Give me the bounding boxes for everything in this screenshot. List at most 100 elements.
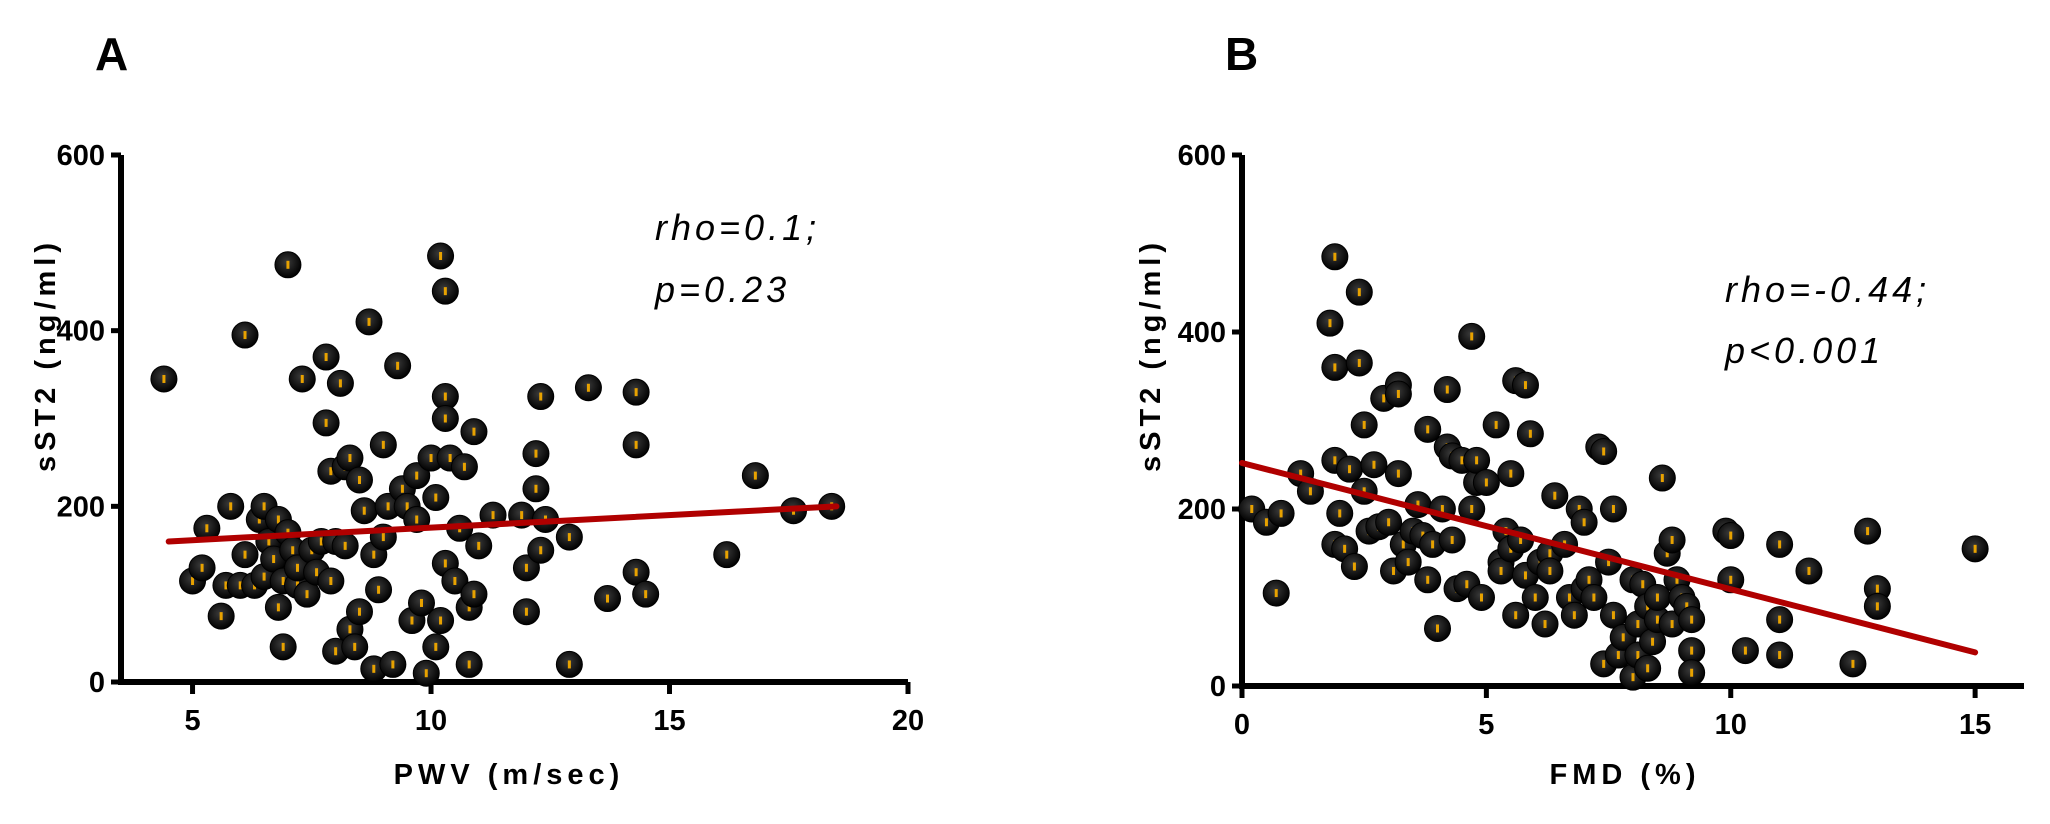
data-point-highlight-a xyxy=(725,550,729,559)
data-point-highlight-b xyxy=(1611,611,1615,620)
data-point-highlight-b xyxy=(1401,540,1405,549)
data-point-highlight-b xyxy=(1670,535,1674,544)
data-point-highlight-a xyxy=(219,612,223,621)
data-point-highlight-b xyxy=(1807,566,1811,575)
data-point-highlight-b xyxy=(1372,460,1376,469)
data-point-highlight-b xyxy=(1279,509,1283,518)
data-point-highlight-a xyxy=(191,576,195,585)
data-point-highlight-a xyxy=(238,581,242,590)
data-point-highlight-a xyxy=(634,388,638,397)
data-point-highlight-b xyxy=(1416,500,1420,509)
data-point-highlight-a xyxy=(410,616,414,625)
data-point-highlight-b xyxy=(1548,549,1552,558)
data-point-highlight-a xyxy=(224,581,228,590)
data-point-highlight-a xyxy=(400,484,404,493)
x-tick-label-a: 20 xyxy=(892,705,924,737)
data-point-highlight-a xyxy=(300,374,304,383)
data-point-highlight-a xyxy=(634,568,638,577)
data-point-highlight-b xyxy=(1631,673,1635,682)
data-point-highlight-a xyxy=(467,660,471,669)
data-point-highlight-a xyxy=(205,524,209,533)
data-point-highlight-b xyxy=(1338,509,1342,518)
data-point-highlight-b xyxy=(1426,575,1430,584)
data-point-highlight-b xyxy=(1685,602,1689,611)
data-point-highlight-a xyxy=(329,467,333,476)
data-point-highlight-a xyxy=(472,590,476,599)
data-point-highlight-b xyxy=(1646,664,1650,673)
data-point-highlight-b xyxy=(1445,385,1449,394)
data-point-highlight-a xyxy=(281,642,285,651)
data-point-highlight-b xyxy=(1494,420,1498,429)
data-point-highlight-a xyxy=(434,642,438,651)
data-point-highlight-b xyxy=(1690,615,1694,624)
data-point-highlight-a xyxy=(372,664,376,673)
data-point-highlight-a xyxy=(396,361,400,370)
data-point-highlight-a xyxy=(276,515,280,524)
data-point-highlight-a xyxy=(319,537,323,546)
data-point-highlight-b xyxy=(1396,389,1400,398)
x-tick-label-a: 5 xyxy=(184,705,200,737)
data-point-highlight-a xyxy=(372,550,376,559)
data-point-highlight-a xyxy=(534,449,538,458)
data-point-highlight-a xyxy=(257,515,261,524)
data-point-highlight-b xyxy=(1523,381,1527,390)
data-point-highlight-a xyxy=(753,471,757,480)
x-tick-label-b: 5 xyxy=(1478,709,1494,741)
data-point-highlight-a xyxy=(443,287,447,296)
data-point-highlight-a xyxy=(348,625,352,634)
data-point-highlight-b xyxy=(1475,456,1479,465)
regression-line-b xyxy=(1239,459,1979,656)
x-axis-title-b: FMD (%) xyxy=(1550,759,1701,791)
data-point-highlight-b xyxy=(1587,575,1591,584)
y-tick-label-a: 600 xyxy=(57,140,105,172)
panel-letter-a: A xyxy=(95,28,128,80)
data-point-highlight-b xyxy=(1450,535,1454,544)
data-point-highlight-b xyxy=(1553,491,1557,500)
data-point-highlight-b xyxy=(1655,615,1659,624)
data-point-highlight-b xyxy=(1343,544,1347,553)
y-tick-label-b: 400 xyxy=(1178,317,1226,349)
data-point-highlight-a xyxy=(539,392,543,401)
data-point-highlight-a xyxy=(243,550,247,559)
data-point-highlight-b xyxy=(1514,611,1518,620)
data-point-highlight-b xyxy=(1519,535,1523,544)
data-point-highlight-a xyxy=(272,555,276,564)
data-point-highlight-a xyxy=(362,506,366,515)
data-point-highlight-a xyxy=(353,642,357,651)
data-point-highlight-a xyxy=(434,493,438,502)
data-point-highlight-b xyxy=(1357,288,1361,297)
data-point-highlight-a xyxy=(453,576,457,585)
data-point-highlight-a xyxy=(439,616,443,625)
data-point-highlight-b xyxy=(1431,540,1435,549)
data-point-highlight-b xyxy=(1651,637,1655,646)
annotation-rho-a: rho=0.1; xyxy=(655,207,820,248)
data-point-highlight-a xyxy=(377,585,381,594)
y-tick-label-a: 200 xyxy=(57,491,105,523)
data-point-highlight-b xyxy=(1690,646,1694,655)
x-tick-label-b: 0 xyxy=(1234,709,1250,741)
data-point-highlight-a xyxy=(324,418,328,427)
annotation-rho-b: rho=-0.44; xyxy=(1725,269,1930,310)
data-point-highlight-b xyxy=(1308,487,1312,496)
annotation-p-b: p<0.001 xyxy=(1724,330,1884,371)
data-point-highlight-b xyxy=(1729,575,1733,584)
data-point-highlight-a xyxy=(348,454,352,463)
data-point-highlight-a xyxy=(334,647,338,656)
data-point-highlight-b xyxy=(1362,420,1366,429)
data-point-highlight-a xyxy=(357,607,361,616)
data-point-highlight-b xyxy=(1299,469,1303,478)
data-point-highlight-a xyxy=(329,576,333,585)
data-point-highlight-b xyxy=(1875,584,1879,593)
data-point-highlight-a xyxy=(415,471,419,480)
data-point-highlight-b xyxy=(1602,447,1606,456)
data-point-highlight-a xyxy=(338,379,342,388)
y-tick-label-a: 400 xyxy=(57,316,105,348)
data-point-highlight-a xyxy=(467,603,471,612)
data-point-highlight-a xyxy=(367,317,371,326)
data-point-highlight-b xyxy=(1333,456,1337,465)
data-point-highlight-b xyxy=(1572,611,1576,620)
data-point-highlight-a xyxy=(291,546,295,555)
data-point-highlight-a xyxy=(324,353,328,362)
